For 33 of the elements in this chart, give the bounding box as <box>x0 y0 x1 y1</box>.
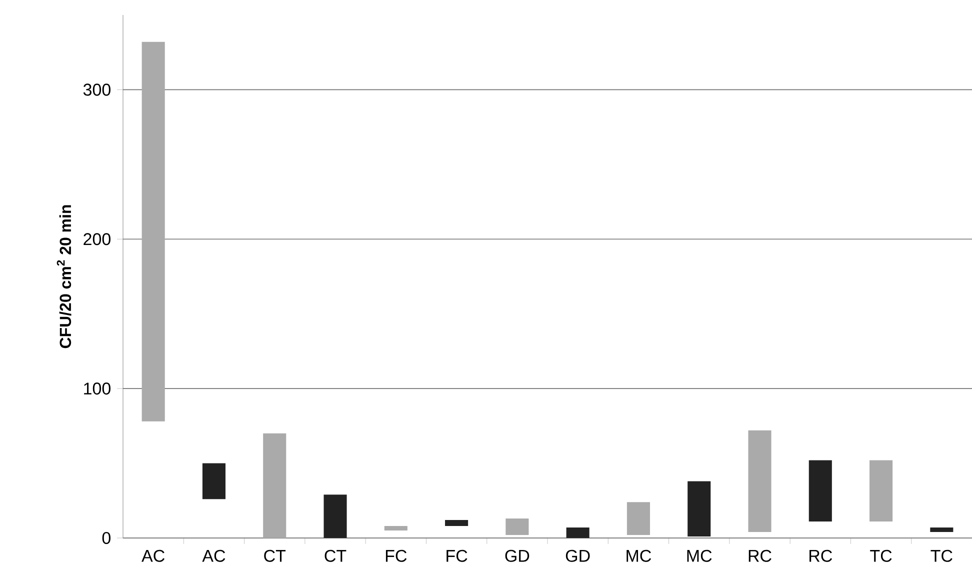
x-tick-label: RC <box>748 550 772 562</box>
x-tick-label: GD <box>566 550 590 562</box>
bar <box>384 526 408 531</box>
y-tick-label: 100 <box>84 382 110 395</box>
x-tick-label: RC <box>810 550 832 562</box>
y-tick-label: 0 <box>102 532 110 544</box>
bar <box>688 481 711 536</box>
bar <box>506 518 529 535</box>
y-tick-label: 300 <box>83 84 110 96</box>
x-tick-label: CT <box>264 550 286 562</box>
bar <box>626 502 650 535</box>
bar <box>324 494 347 538</box>
x-tick-label: AC <box>142 550 164 562</box>
x-tick-label: TC <box>930 550 952 562</box>
x-tick-label: AC <box>202 550 226 562</box>
x-tick-label: FC <box>386 550 407 562</box>
bar <box>870 460 893 522</box>
x-tick-label: FC <box>446 550 468 562</box>
x-tick-label: CT <box>324 550 346 562</box>
y-axis-title: CFU/20 cm$^{2}$ 20 min <box>56 205 72 348</box>
bar <box>808 460 832 522</box>
x-tick-label: GD <box>505 550 530 562</box>
bar <box>748 430 772 532</box>
bar <box>930 528 954 532</box>
x-tick-label: MC <box>626 550 652 562</box>
x-tick-label: MC <box>687 550 712 562</box>
bar <box>202 463 226 500</box>
y-tick-label: 200 <box>84 233 110 246</box>
bar <box>263 433 286 538</box>
bar <box>142 42 165 422</box>
bar <box>445 520 468 526</box>
bar <box>566 528 590 538</box>
x-tick-label: TC <box>870 550 892 562</box>
